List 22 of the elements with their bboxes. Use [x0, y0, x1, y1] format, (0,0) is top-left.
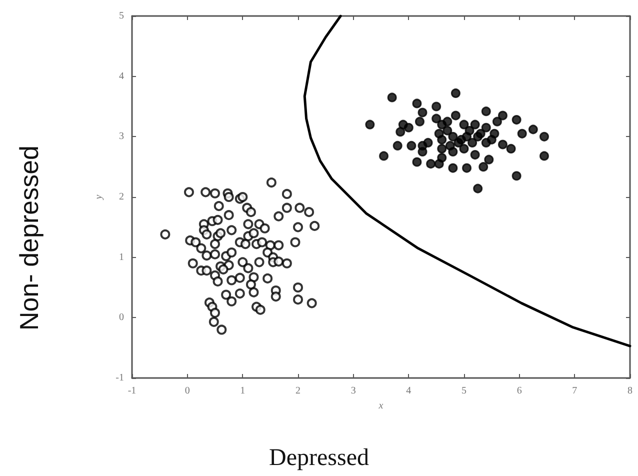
x-tick-label: 2 — [296, 386, 300, 396]
x-tick-label: 6 — [516, 386, 522, 396]
x-tick-label: 7 — [572, 386, 578, 396]
y-axis-title: y — [94, 194, 104, 200]
x-tick-label: 0 — [184, 386, 190, 396]
y-tick-label: 4 — [119, 70, 124, 82]
y-tick-label: 2 — [119, 192, 124, 202]
text: Non- depressed — [14, 146, 44, 330]
y-tick-label: 0 — [119, 312, 124, 324]
y-tick-label: 5 — [119, 10, 124, 22]
text: Depressed — [269, 445, 369, 471]
x-tick-label: 3 — [350, 386, 356, 396]
x-tick-label: 8 — [628, 386, 632, 396]
x-tick-label: 1 — [240, 386, 246, 396]
y-tick-label: -1 — [116, 372, 124, 384]
x-tick-label: 4 — [406, 386, 412, 396]
y-tick-label: 3 — [119, 131, 124, 142]
x-tick-label: 5 — [462, 386, 466, 396]
x-tick-label: -1 — [128, 386, 136, 396]
y-tick-label: 1 — [119, 252, 124, 263]
line-series — [303, 14, 632, 348]
x-axis-title: x — [378, 400, 384, 412]
